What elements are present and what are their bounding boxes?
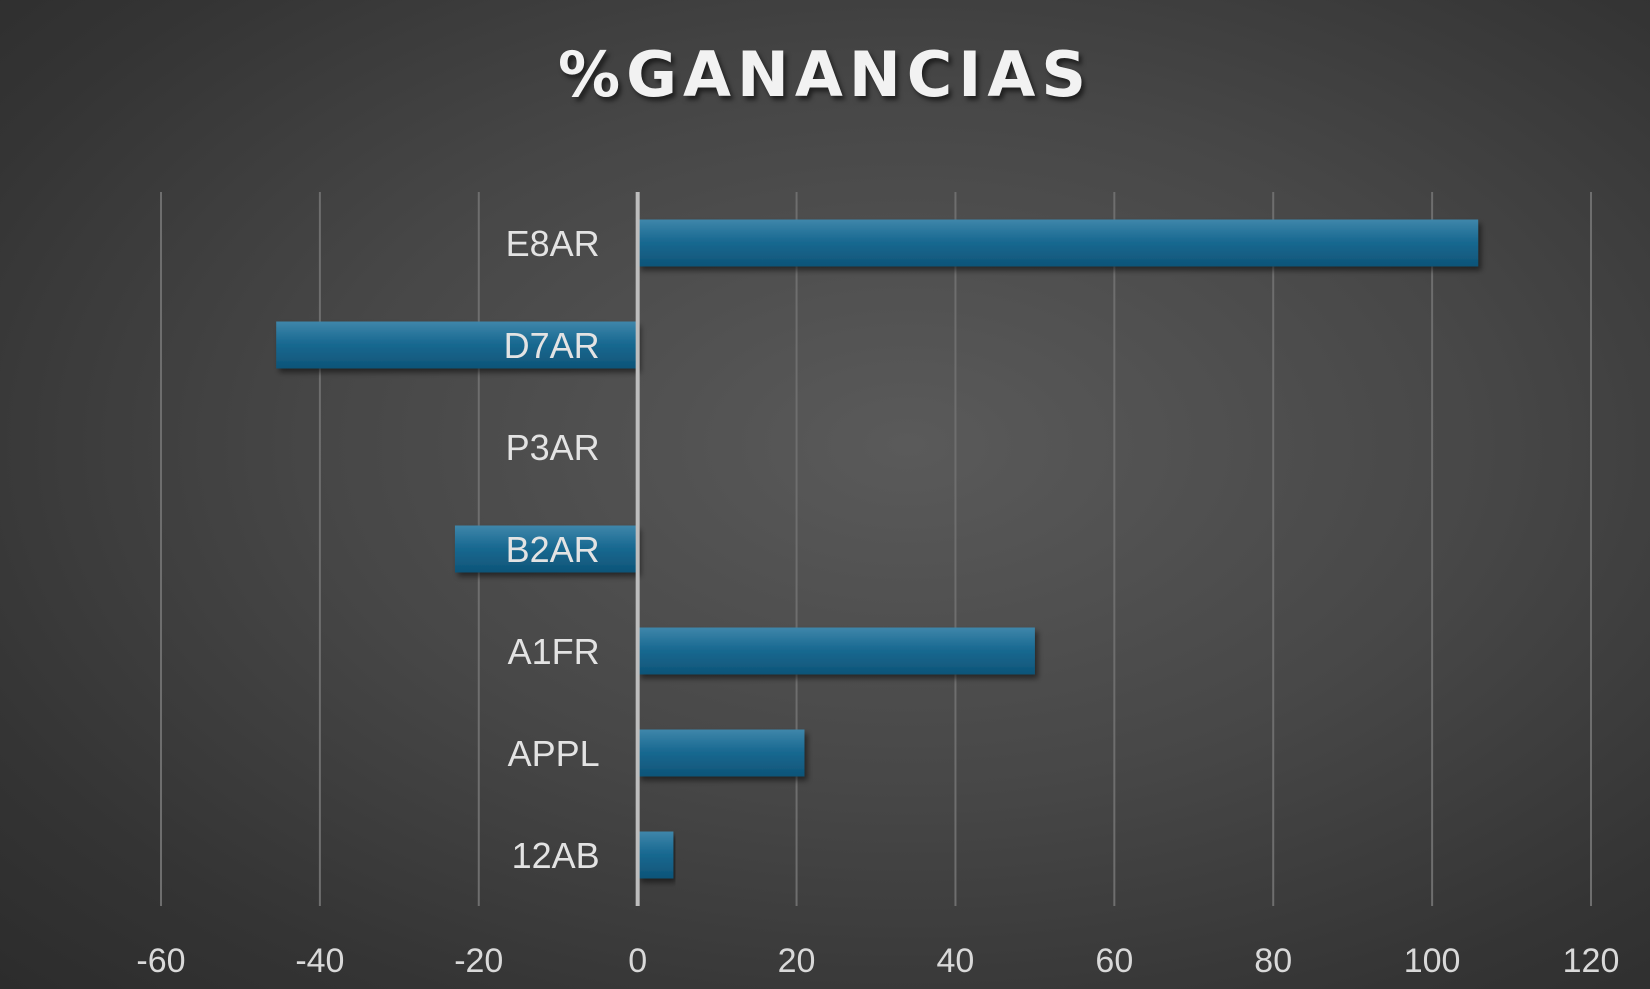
gridlines [160,192,1592,906]
x-axis-ticks: -60 -40 -20 0 20 40 60 80 100 120 [136,942,1619,980]
category-label: 12AB [512,835,600,876]
x-tick-label: 100 [1404,942,1461,980]
x-tick-label: 120 [1563,942,1620,980]
x-tick-label: -40 [295,942,344,980]
bars [276,219,1479,879]
x-tick-label: 20 [778,942,816,980]
category-label: P3AR [506,427,600,468]
category-label: APPL [508,733,600,774]
bar-b2ar [454,525,638,573]
bar-d7ar [276,321,638,369]
x-tick-label: -60 [136,942,185,980]
x-tick-label: -20 [454,942,503,980]
bar-a1fr [637,627,1035,675]
bar-12ab [637,831,674,879]
bar-e8ar [637,219,1479,267]
x-tick-label: 80 [1254,942,1292,980]
x-tick-label: 40 [937,942,975,980]
category-labels: E8AR D7AR P3AR B2AR A1FR APPL 12AB [504,223,600,876]
category-label: D7AR [504,325,600,366]
chart-title: %GANANCIAS [558,38,1092,111]
bar-appl [637,729,805,777]
category-label: A1FR [508,631,600,672]
category-label: B2AR [506,529,600,570]
x-tick-label: 0 [628,942,647,980]
category-label: E8AR [506,223,600,264]
x-tick-label: 60 [1095,942,1133,980]
